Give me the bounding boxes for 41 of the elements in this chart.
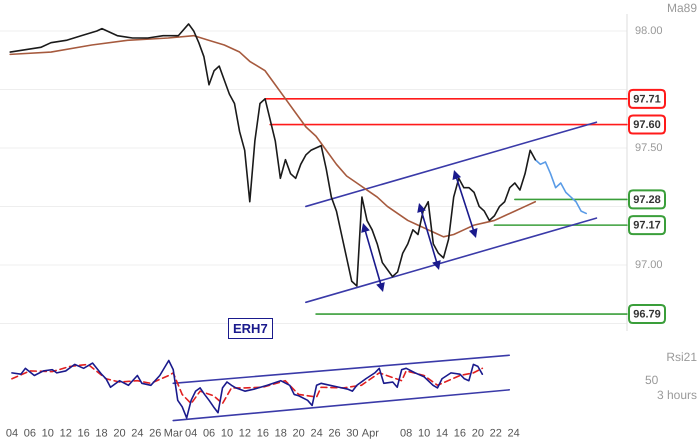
data-label: 97.60	[633, 119, 661, 132]
x-tick-label: 04	[6, 427, 18, 440]
x-tick-label: 20	[292, 427, 305, 440]
x-tick-label: 04	[185, 427, 198, 440]
x-tick-label: 14	[436, 427, 448, 440]
x-tick-label: 08	[400, 427, 412, 440]
x-tick-label: 24	[508, 427, 520, 440]
x-tick-label: 10	[42, 427, 54, 440]
x-tick-label: 06	[24, 427, 36, 440]
x-tick-label: 06	[202, 427, 216, 440]
y-tick-label: 98.00	[635, 25, 663, 38]
data-label: 97.71	[633, 93, 661, 106]
x-tick-label: 30	[346, 427, 359, 440]
text: Ma89	[666, 1, 697, 15]
data-label: 96.79	[633, 308, 661, 321]
x-tick-label: 12	[60, 427, 72, 440]
y-tick-label: 97.50	[635, 142, 663, 154]
x-tick-label: 18	[274, 427, 287, 440]
x-tick-label: 24	[310, 427, 323, 440]
x-tick-label: 16	[454, 427, 466, 440]
x-tick-label: 10	[220, 427, 234, 440]
text: 3 hours	[656, 388, 697, 402]
x-tick-label: 16	[256, 427, 269, 440]
data-label: 97.17	[633, 220, 661, 232]
annotation: ERH7	[228, 318, 273, 339]
x-tick-label: Mar	[164, 427, 184, 440]
data-label: 97.28	[633, 194, 661, 206]
x-tick-label: 26	[328, 427, 341, 440]
x-tick-label: 24	[131, 427, 144, 440]
y-tick-label: 97.00	[635, 258, 663, 271]
x-tick-label: Apr	[362, 427, 380, 440]
text: 50	[645, 373, 658, 387]
x-tick-label: 22	[490, 427, 502, 440]
x-tick-label: 10	[418, 427, 430, 440]
x-tick-label: 16	[78, 427, 90, 440]
x-tick-label: 20	[113, 427, 126, 440]
x-tick-label: 26	[149, 427, 162, 440]
x-tick-label: 18	[95, 427, 108, 440]
text: Rsi21	[666, 350, 697, 364]
x-tick-label: 12	[238, 427, 252, 440]
x-tick-label: 20	[472, 427, 484, 440]
